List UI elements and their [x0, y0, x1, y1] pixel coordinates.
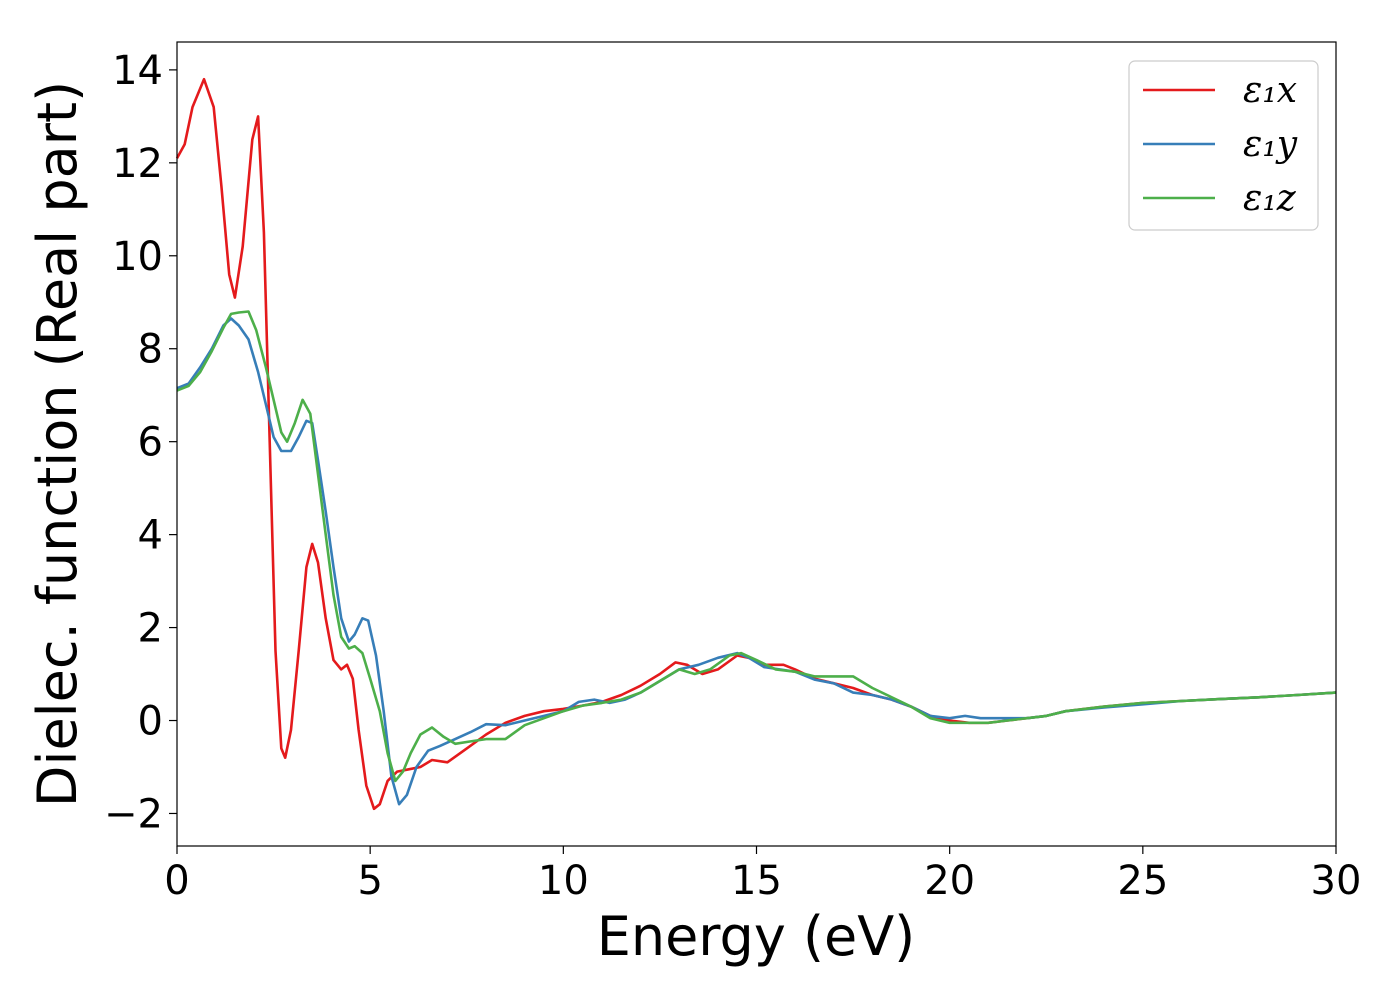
- y-tick-label: 2: [138, 606, 163, 652]
- x-tick-label: 20: [924, 858, 975, 904]
- legend: ε₁x ε₁y ε₁z: [1128, 60, 1319, 231]
- legend-label-2: ε₁y: [1243, 124, 1298, 165]
- y-tick-label: 8: [138, 327, 163, 373]
- y-tick-label: 12: [112, 141, 163, 187]
- legend-box: [1128, 60, 1319, 231]
- series-layer: [175, 77, 1337, 811]
- y-tick-label: 10: [112, 234, 163, 280]
- x-tick-label: 10: [538, 858, 589, 904]
- x-tick-label: 15: [731, 858, 782, 904]
- y-axis-label: Dielec. function (Real part): [26, 81, 89, 807]
- x-tick-label: 5: [357, 858, 382, 904]
- y-tick-label: 4: [138, 513, 163, 559]
- series-line-3: [176, 310, 1337, 783]
- y-tick-label: 14: [112, 48, 163, 94]
- series-line-2: [176, 317, 1337, 806]
- y-tick-label: −2: [104, 791, 163, 837]
- x-tick-label: 25: [1117, 858, 1168, 904]
- legend-label-1: ε₁x: [1243, 70, 1297, 111]
- y-axis: −2 0 2 4 6 8 10 12 14: [104, 48, 177, 837]
- x-axis: 0 5 10 15 20 25 30: [164, 846, 1361, 904]
- x-tick-label: 0: [164, 858, 189, 904]
- y-tick-label: 6: [138, 420, 163, 466]
- y-tick-label: 0: [138, 699, 163, 745]
- x-tick-label: 30: [1311, 858, 1362, 904]
- legend-label-3: ε₁z: [1243, 178, 1297, 219]
- series-line-1: [175, 77, 1337, 811]
- x-axis-label: Energy (eV): [597, 905, 916, 968]
